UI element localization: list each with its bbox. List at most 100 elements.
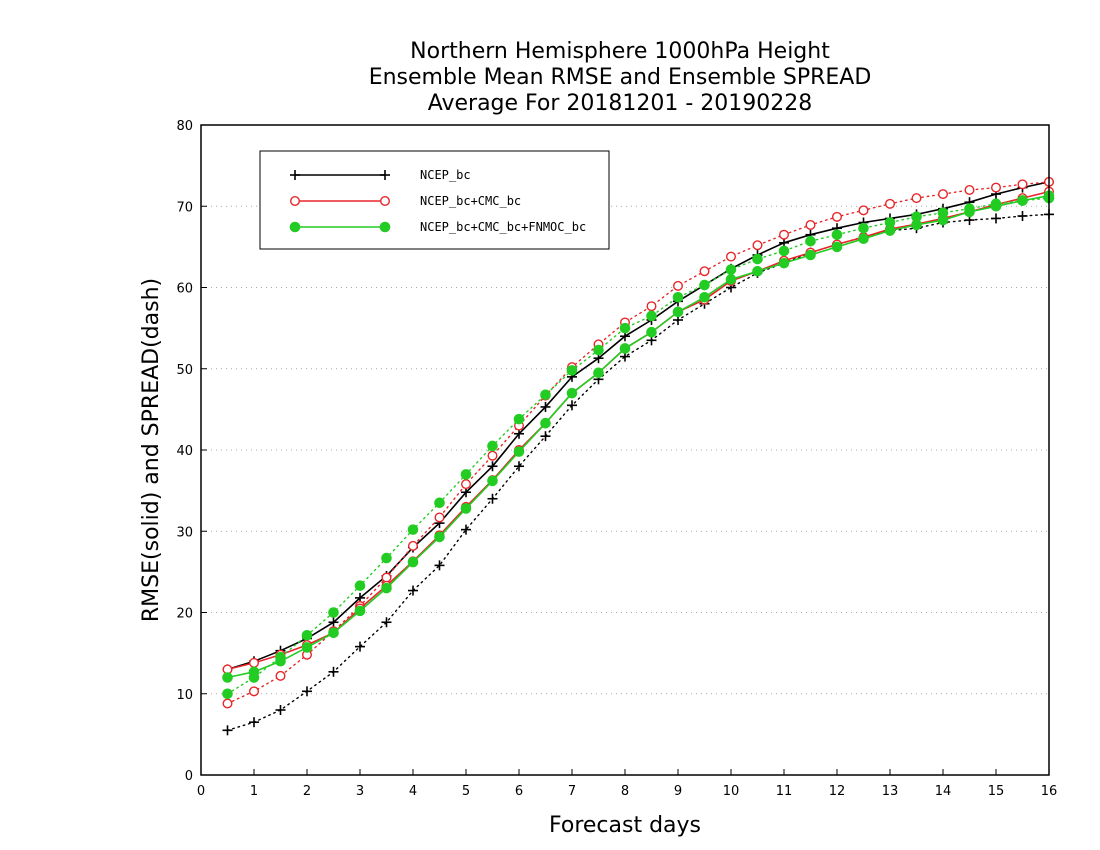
x-axis-label: Forecast days: [549, 813, 701, 838]
legend-marker: [289, 221, 301, 233]
x-tick-label: 7: [568, 784, 576, 799]
legend-marker: [379, 221, 391, 233]
legend-entry-ncep-bc: NCEP_bc: [290, 168, 471, 182]
spread-point: [619, 322, 631, 334]
spread-point: [885, 198, 896, 209]
spread-point: [302, 686, 312, 697]
spread-point: [487, 440, 498, 452]
spread-point: [699, 279, 710, 291]
rmse-point: [248, 657, 259, 668]
x-tick-label: 13: [882, 784, 899, 799]
rmse-point: [407, 556, 419, 568]
rmse-point: [301, 642, 313, 653]
x-tick-label: 8: [621, 784, 629, 799]
x-tick-label: 2: [303, 784, 311, 799]
rmse-point: [381, 582, 392, 594]
rmse-point: [593, 367, 604, 379]
spread-line-ncep-bc-cmc-bc-fnmoc-bc: [226, 197, 1050, 695]
spread-point: [461, 524, 471, 535]
rmse-point: [248, 666, 260, 678]
rmse-point: [460, 503, 472, 514]
spread-point: [672, 291, 684, 303]
spread-point: [805, 219, 816, 230]
spread-point: [381, 572, 392, 583]
legend-marker: [290, 170, 300, 180]
spread-point: [646, 310, 657, 322]
rmse-point: [328, 627, 339, 639]
rmse-point: [275, 655, 286, 667]
rmse-point: [566, 387, 578, 399]
spread-point: [354, 580, 366, 591]
spread-point: [726, 251, 737, 262]
spread-point: [434, 560, 445, 571]
rmse-point: [646, 326, 657, 338]
y-tick-label: 50: [176, 363, 193, 378]
spread-point: [301, 629, 313, 641]
rmse-point: [619, 343, 631, 354]
legend-label: NCEP_bc+CMC_bc+FNMOC_bc: [420, 220, 586, 234]
rmse-point: [672, 306, 684, 318]
y-tick-label: 60: [176, 282, 193, 297]
x-tick-label: 3: [356, 784, 364, 799]
plot-area-frame: [200, 124, 1050, 776]
rmse-point: [725, 274, 737, 285]
spread-point: [222, 688, 233, 700]
legend-entry-ncep-bc-cmc-bc-fnmoc-bc: NCEP_bc+CMC_bc+FNMOC_bc: [289, 220, 586, 234]
spread-point: [1017, 211, 1028, 221]
series-ncep-bc-cmc-bc-fnmoc-bc: [222, 190, 1055, 700]
spread-point: [991, 213, 1001, 224]
rmse-point: [831, 241, 843, 253]
x-tick-label: 15: [988, 784, 1005, 799]
spread-point: [646, 301, 657, 312]
x-tick-label: 11: [776, 784, 793, 799]
spread-point: [275, 670, 286, 681]
spread-point: [540, 389, 551, 401]
rmse-point: [964, 206, 975, 218]
x-axis-ticks: 0 1 2 3 4 5 6 7 8 9 10 11 12 13 14 15 16: [197, 769, 1057, 799]
rmse-point: [540, 401, 551, 412]
x-tick-label: 4: [409, 784, 417, 799]
rmse-point: [911, 219, 922, 231]
spread-point: [911, 193, 922, 204]
x-tick-label: 14: [935, 784, 952, 799]
legend-entry-ncep-bc-cmc-bc: NCEP_bc+CMC_bc: [290, 194, 521, 208]
spread-point: [249, 717, 259, 728]
spread-point: [938, 189, 949, 200]
spread-point: [778, 245, 790, 257]
rmse-point: [937, 214, 949, 226]
x-tick-label: 0: [197, 784, 205, 799]
spread-point: [858, 205, 869, 216]
spread-point: [328, 666, 339, 677]
legend-label: NCEP_bc+CMC_bc: [420, 194, 521, 208]
spread-point: [566, 365, 578, 376]
spread-point: [487, 450, 498, 461]
spread-point: [725, 264, 737, 275]
series-layer: [222, 176, 1055, 736]
rmse-point: [699, 291, 710, 303]
x-tick-label: 12: [829, 784, 846, 799]
legend-box: [259, 150, 610, 250]
spread-point: [487, 493, 498, 504]
legend-marker: [380, 195, 391, 206]
legend-marker: [380, 170, 390, 180]
x-tick-label: 10: [723, 784, 740, 799]
spread-point: [381, 617, 392, 628]
spread-point: [434, 497, 445, 509]
spread-point: [991, 182, 1002, 193]
rmse-point: [540, 417, 551, 429]
spread-point: [381, 552, 392, 564]
rmse-point: [990, 200, 1002, 212]
spread-point: [513, 413, 525, 425]
x-tick-label: 5: [462, 784, 470, 799]
spread-point: [673, 280, 684, 291]
spread-point: [540, 431, 551, 442]
rmse-point: [884, 225, 896, 236]
spread-point: [355, 641, 365, 652]
spread-point: [831, 229, 843, 240]
x-tick-label: 16: [1041, 784, 1058, 799]
spread-point: [460, 469, 472, 480]
y-tick-label: 40: [176, 444, 193, 459]
spread-point: [434, 512, 445, 523]
chart-title-line-1: Northern Hemisphere 1000hPa Height: [410, 39, 830, 64]
